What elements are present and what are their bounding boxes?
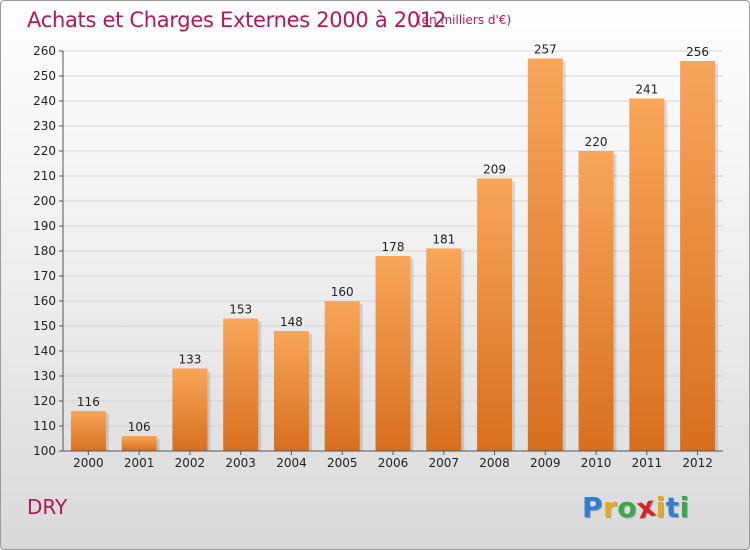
data-label: 106 — [128, 420, 151, 434]
x-tick-label: 2000 — [73, 456, 104, 470]
y-tick-label: 130 — [33, 369, 56, 383]
bar — [223, 318, 259, 451]
x-tick-label: 2007 — [428, 456, 459, 470]
logo-letter: t — [665, 491, 680, 524]
x-tick-label: 2003 — [225, 456, 256, 470]
data-label: 178 — [382, 240, 405, 254]
bar — [70, 411, 106, 451]
y-tick-label: 180 — [33, 244, 56, 258]
data-label: 116 — [77, 395, 100, 409]
logo-letter: o — [617, 491, 638, 524]
y-tick-label: 200 — [33, 194, 56, 208]
y-tick-label: 240 — [33, 94, 56, 108]
bar — [121, 436, 157, 451]
data-label: 257 — [534, 43, 557, 57]
x-tick-label: 2005 — [327, 456, 358, 470]
x-tick-label: 2004 — [276, 456, 307, 470]
bar — [375, 256, 411, 451]
x-tick-label: 2009 — [530, 456, 561, 470]
bar — [680, 61, 716, 451]
data-label: 220 — [585, 135, 608, 149]
x-tick-label: 2002 — [175, 456, 206, 470]
y-tick-label: 170 — [33, 269, 56, 283]
y-tick-label: 140 — [33, 344, 56, 358]
bar — [477, 178, 513, 451]
x-tick-label: 2011 — [632, 456, 663, 470]
data-label: 241 — [635, 83, 658, 97]
y-tick-label: 220 — [33, 144, 56, 158]
y-tick-label: 150 — [33, 319, 56, 333]
data-label: 256 — [686, 45, 709, 59]
bar — [578, 151, 614, 451]
chart-title: Achats et Charges Externes 2000 à 2012 — [27, 8, 447, 32]
commune-name: DRY — [27, 495, 68, 519]
bar — [426, 248, 462, 451]
data-label: 153 — [229, 303, 252, 317]
y-tick-label: 250 — [33, 69, 56, 83]
data-label: 209 — [483, 163, 506, 177]
y-tick-label: 100 — [33, 444, 56, 458]
y-tick-label: 120 — [33, 394, 56, 408]
logo-letter: r — [603, 491, 618, 524]
x-tick-label: 2001 — [124, 456, 155, 470]
bar — [273, 331, 309, 451]
x-tick-label: 2010 — [581, 456, 612, 470]
chart-subtitle: (en milliers d'€) — [417, 13, 512, 27]
y-tick-label: 110 — [33, 419, 56, 433]
y-tick-label: 190 — [33, 219, 56, 233]
y-tick-label: 210 — [33, 169, 56, 183]
logo-letter: P — [582, 491, 604, 524]
x-tick-label: 2006 — [378, 456, 409, 470]
y-tick-label: 260 — [33, 44, 56, 58]
data-label: 160 — [331, 285, 354, 299]
bar — [172, 368, 208, 451]
y-tick-label: 230 — [33, 119, 56, 133]
y-tick-label: 160 — [33, 294, 56, 308]
bar — [324, 301, 360, 451]
data-label: 181 — [432, 233, 455, 247]
proxiti-logo: Proxiti — [582, 489, 690, 525]
logo-letter: i — [655, 491, 666, 524]
x-tick-label: 2008 — [479, 456, 510, 470]
x-tick-label: 2012 — [682, 456, 713, 470]
data-label: 148 — [280, 315, 303, 329]
data-label: 133 — [178, 353, 201, 367]
bar — [527, 58, 563, 451]
bar — [629, 98, 665, 451]
logo-letter: i — [679, 491, 690, 524]
